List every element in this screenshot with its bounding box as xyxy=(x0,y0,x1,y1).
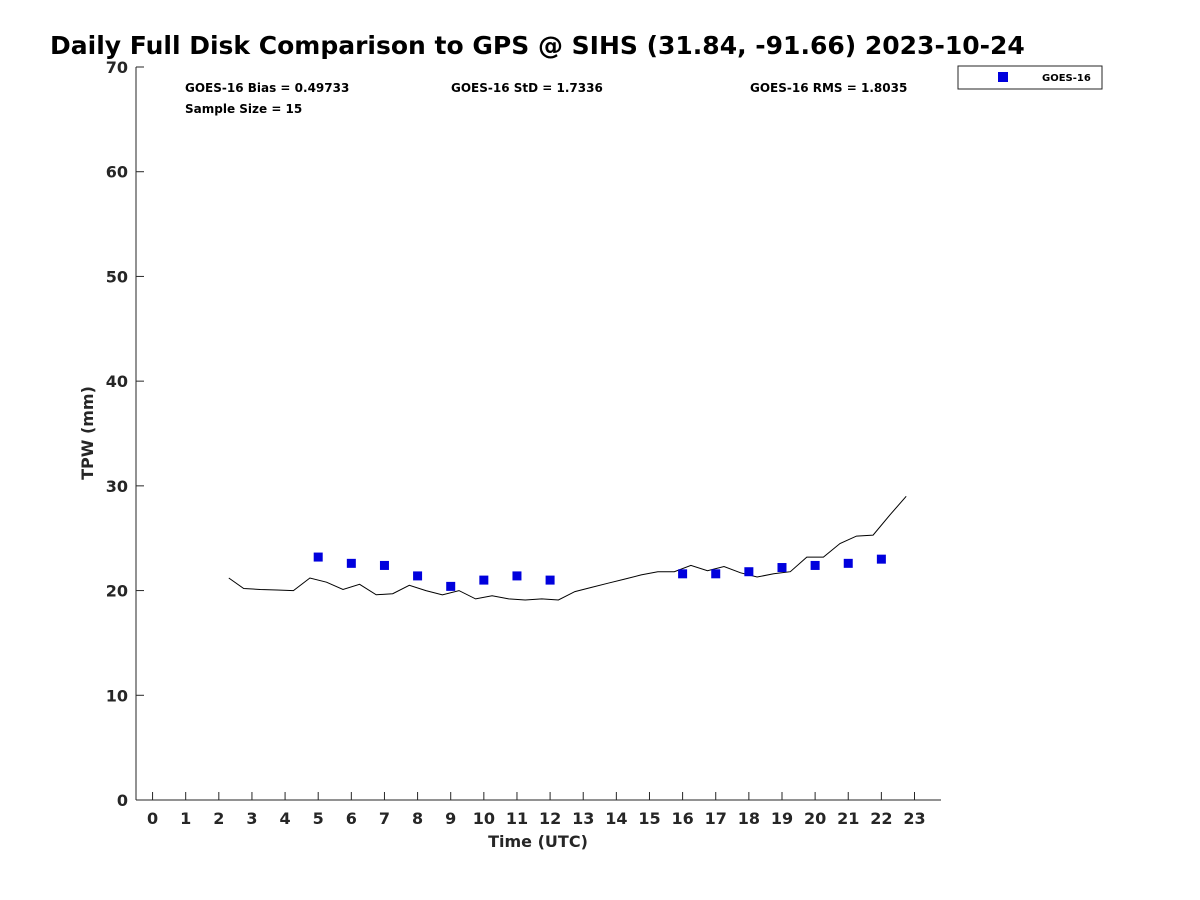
data-point xyxy=(413,571,423,581)
data-point xyxy=(346,558,356,568)
x-ticks: 0 1 2 3 4 5 6 7 8 9 10 11 12 13 14 15 16 17 18 19 20 21 22 23 xyxy=(147,792,926,828)
y-tick-label: 50 xyxy=(106,267,128,286)
x-tick-label: 20 xyxy=(804,809,826,828)
data-point xyxy=(810,560,820,570)
sample-size-stat: Sample Size = 15 xyxy=(185,102,302,116)
x-tick-label: 18 xyxy=(738,809,760,828)
data-point xyxy=(843,558,853,568)
x-tick-label: 4 xyxy=(280,809,291,828)
data-point xyxy=(744,567,754,577)
data-point xyxy=(379,560,389,570)
x-tick-label: 13 xyxy=(572,809,594,828)
y-tick-label: 20 xyxy=(106,582,128,601)
x-tick-label: 2 xyxy=(213,809,224,828)
legend: GOES-16 xyxy=(957,65,1103,90)
series-line xyxy=(228,495,907,601)
data-point xyxy=(678,569,688,579)
x-tick-label: 8 xyxy=(412,809,423,828)
data-point xyxy=(313,552,323,562)
y-ticks: 0 10 20 30 40 50 60 70 xyxy=(106,58,144,810)
x-tick-label: 9 xyxy=(445,809,456,828)
x-tick-label: 12 xyxy=(539,809,561,828)
series-points xyxy=(313,552,886,591)
rms-stat: GOES-16 RMS = 1.8035 xyxy=(750,81,907,95)
data-point xyxy=(512,571,522,581)
y-tick-label: 0 xyxy=(117,791,128,810)
y-tick-label: 70 xyxy=(106,58,128,77)
legend-marker xyxy=(998,72,1008,82)
data-point xyxy=(777,563,787,573)
x-tick-label: 16 xyxy=(671,809,693,828)
x-tick-label: 6 xyxy=(346,809,357,828)
data-point xyxy=(545,575,555,585)
x-tick-label: 7 xyxy=(379,809,390,828)
data-point xyxy=(479,575,489,585)
legend-box xyxy=(957,65,1103,90)
x-tick-label: 11 xyxy=(506,809,528,828)
data-point xyxy=(711,569,721,579)
bias-stat: GOES-16 Bias = 0.49733 xyxy=(185,81,349,95)
x-tick-label: 0 xyxy=(147,809,158,828)
data-point xyxy=(446,581,456,591)
x-tick-label: 14 xyxy=(605,809,627,828)
y-tick-label: 40 xyxy=(106,372,128,391)
x-tick-label: 19 xyxy=(771,809,793,828)
x-tick-label: 15 xyxy=(638,809,660,828)
data-point xyxy=(876,554,886,564)
y-tick-label: 10 xyxy=(106,686,128,705)
x-tick-label: 5 xyxy=(313,809,324,828)
x-axis-label: Time (UTC) xyxy=(488,832,588,851)
x-tick-label: 17 xyxy=(705,809,727,828)
stats-annotations: GOES-16 Bias = 0.49733 GOES-16 StD = 1.7… xyxy=(185,81,907,116)
series-lines xyxy=(228,495,907,601)
y-tick-label: 30 xyxy=(106,477,128,496)
x-tick-label: 21 xyxy=(837,809,859,828)
x-tick-label: 3 xyxy=(246,809,257,828)
chart-title: Daily Full Disk Comparison to GPS @ SIHS… xyxy=(50,31,1025,60)
x-tick-label: 10 xyxy=(473,809,495,828)
y-tick-label: 60 xyxy=(106,163,128,182)
y-axis-label: TPW (mm) xyxy=(78,386,97,480)
plot-area xyxy=(228,495,907,601)
std-stat: GOES-16 StD = 1.7336 xyxy=(451,81,603,95)
x-tick-label: 23 xyxy=(903,809,925,828)
x-tick-label: 1 xyxy=(180,809,191,828)
legend-label: GOES-16 xyxy=(1042,73,1091,84)
x-tick-label: 22 xyxy=(870,809,892,828)
